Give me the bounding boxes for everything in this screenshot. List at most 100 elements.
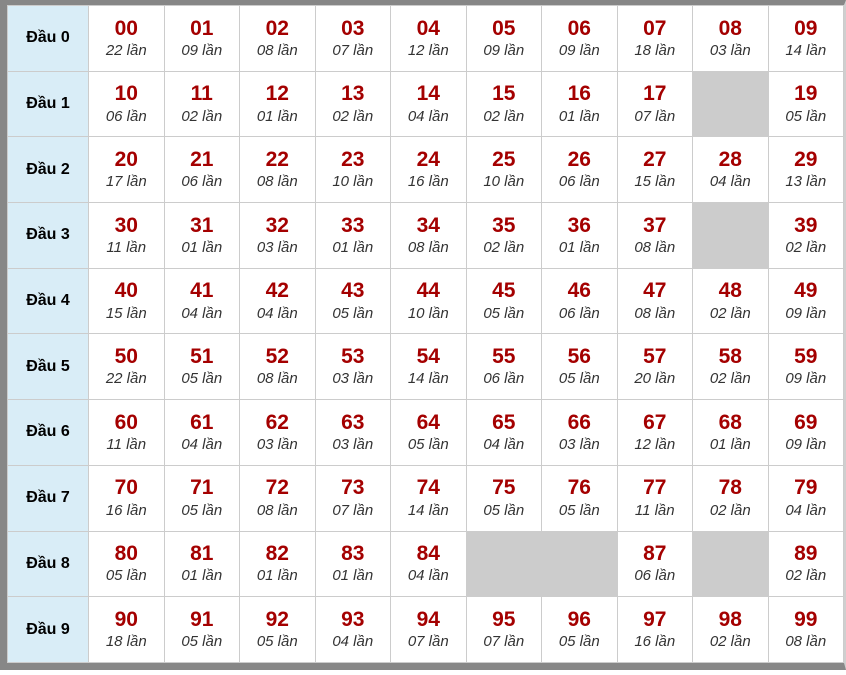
row-header: Đầu 6 (7, 399, 89, 466)
number-label: 56 (567, 345, 591, 369)
number-cell: 43 05 lần (314, 267, 391, 335)
frequency-label: 02 lần (181, 107, 223, 125)
frequency-label: 02 lần (332, 107, 374, 125)
number-label: 22 (265, 148, 289, 171)
frequency-label: 05 lần (105, 567, 147, 585)
number-label: 30 (114, 213, 138, 237)
frequency-label: 04 lần (181, 304, 223, 322)
frequency-label: 08 lần (785, 633, 827, 651)
number-cell: 93 04 lần (314, 596, 391, 663)
frequency-label: 09 lần (483, 41, 525, 59)
number-cell: 12 01 lần (239, 70, 316, 138)
frequency-label: 09 lần (181, 41, 223, 59)
number-cell: 39 02 lần (767, 202, 844, 269)
number-label: 81 (190, 542, 214, 566)
number-cell: 90 18 lần (88, 596, 165, 663)
frequency-label: 03 lần (332, 370, 374, 388)
number-label: 82 (265, 542, 289, 566)
row-header: Đầu 9 (7, 596, 89, 663)
number-label: 78 (718, 476, 742, 500)
number-label: 64 (416, 410, 440, 434)
frequency-label: 14 lần (407, 501, 449, 519)
number-cell: 36 01 lần (541, 202, 618, 269)
number-label: 32 (265, 213, 289, 237)
number-cell: 59 09 lần (767, 333, 844, 401)
frequency-label: 04 lần (181, 435, 223, 453)
number-cell: 63 03 lần (314, 399, 391, 466)
row-header: Đầu 2 (7, 136, 89, 204)
frequency-label: 11 lần (106, 238, 147, 256)
number-label: 91 (190, 607, 214, 631)
number-label: 01 (190, 16, 214, 40)
frequency-label: 16 lần (105, 501, 147, 519)
number-label: 47 (643, 279, 667, 303)
number-cell: 62 03 lần (239, 399, 316, 466)
number-label: 79 (794, 476, 818, 500)
number-label: 24 (416, 148, 440, 171)
number-cell: 46 06 lần (541, 267, 618, 335)
number-cell: 64 05 lần (390, 399, 467, 466)
empty-cell (692, 70, 769, 138)
number-label: 20 (114, 148, 138, 171)
number-cell: 00 22 lần (88, 5, 165, 72)
frequency-label: 18 lần (634, 41, 676, 59)
number-label: 50 (114, 345, 138, 369)
number-cell: 56 05 lần (541, 333, 618, 401)
number-label: 51 (190, 345, 214, 369)
number-cell: 76 05 lần (541, 464, 618, 532)
number-label: 92 (265, 607, 289, 631)
frequency-label: 01 lần (256, 107, 298, 125)
frequency-label: 08 lần (256, 173, 298, 191)
number-cell: 75 05 lần (465, 464, 542, 532)
number-label: 65 (492, 410, 516, 434)
number-cell: 95 07 lần (465, 596, 542, 663)
number-label: 75 (492, 476, 516, 500)
number-cell: 24 16 lần (390, 136, 467, 204)
frequency-label: 05 lần (332, 304, 374, 322)
frequency-label: 07 lần (483, 633, 525, 651)
row-header: Đầu 5 (7, 333, 89, 401)
number-label: 61 (190, 410, 214, 434)
number-label: 48 (718, 279, 742, 303)
row-header: Đầu 8 (7, 530, 89, 598)
number-cell: 99 08 lần (767, 596, 844, 663)
number-label: 43 (341, 279, 365, 303)
number-cell: 25 10 lần (465, 136, 542, 204)
row-header: Đầu 0 (7, 5, 89, 72)
number-label: 83 (341, 542, 365, 566)
frequency-label: 02 lần (709, 304, 751, 322)
frequency-label: 05 lần (256, 633, 298, 651)
frequency-label: 02 lần (709, 501, 751, 519)
number-label: 60 (114, 410, 138, 434)
frequency-table: Đầu 0 00 22 lần 01 09 lần 02 08 lần 03 07 lần 04 1… (7, 5, 844, 663)
empty-cell (692, 530, 769, 598)
number-cell: 33 01 lần (314, 202, 391, 269)
number-cell: 98 02 lần (692, 596, 769, 663)
frequency-label: 08 lần (634, 238, 676, 256)
number-label: 87 (643, 542, 667, 566)
number-label: 96 (567, 607, 591, 631)
number-cell: 09 14 lần (767, 5, 844, 72)
number-cell: 81 01 lần (163, 530, 240, 598)
frequency-label: 08 lần (256, 501, 298, 519)
number-label: 70 (114, 476, 138, 500)
frequency-label: 05 lần (483, 501, 525, 519)
number-cell: 30 11 lần (88, 202, 165, 269)
number-cell: 78 02 lần (692, 464, 769, 532)
number-label: 68 (718, 410, 742, 434)
number-cell: 84 04 lần (390, 530, 467, 598)
number-cell: 20 17 lần (88, 136, 165, 204)
number-label: 77 (643, 476, 667, 500)
frequency-label: 02 lần (483, 238, 525, 256)
number-label: 58 (718, 345, 742, 369)
frequency-label: 12 lần (407, 41, 449, 59)
number-cell: 48 02 lần (692, 267, 769, 335)
number-label: 33 (341, 213, 365, 237)
table-row: Đầu 8 80 05 lần 81 01 lần 82 01 lần 83 01 lần 84 0… (7, 530, 844, 598)
frequency-label: 08 lần (256, 370, 298, 388)
number-label: 46 (567, 279, 591, 303)
number-label: 54 (416, 345, 440, 369)
number-cell: 41 04 lần (163, 267, 240, 335)
frequency-label: 09 lần (785, 304, 827, 322)
